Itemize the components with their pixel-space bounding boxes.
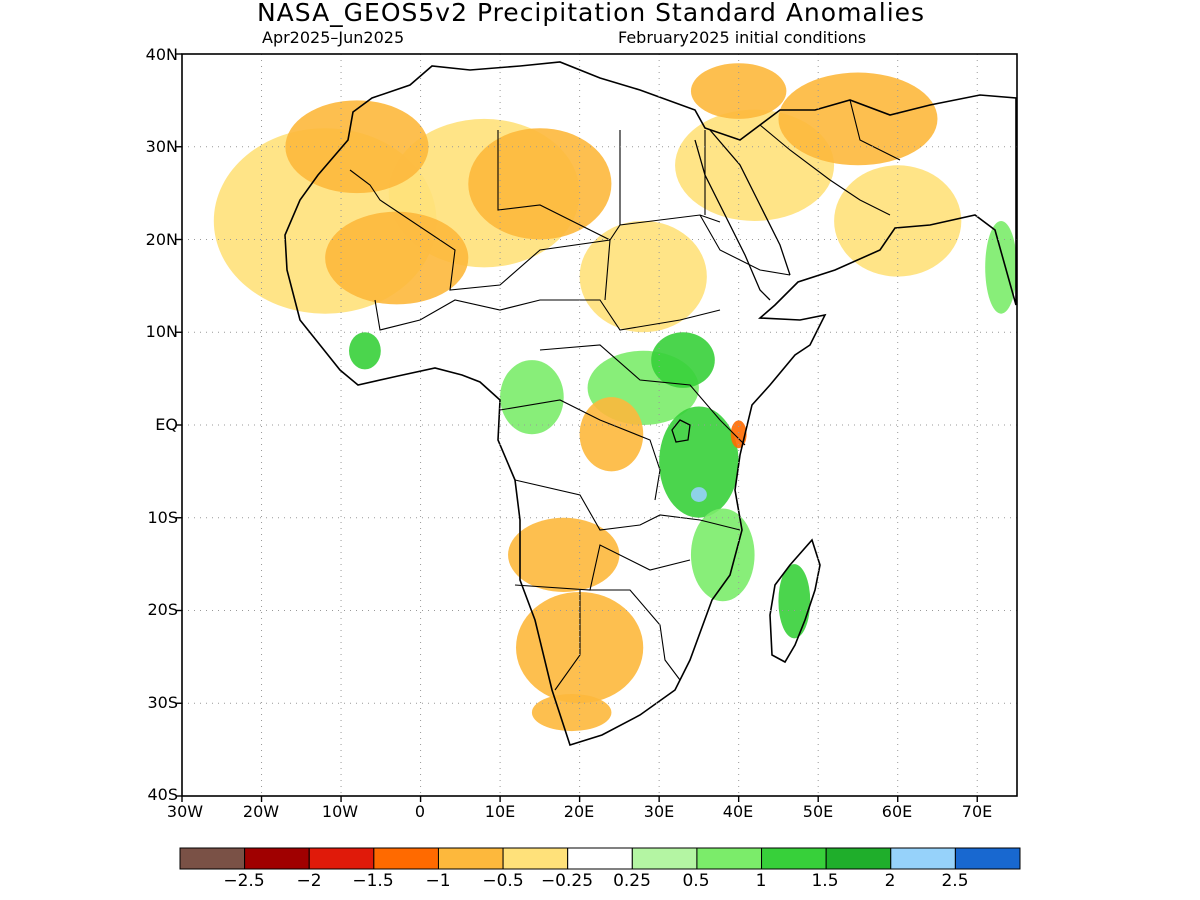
border-line [699, 130, 791, 276]
map-title: NASA_GEOS5v2 Precipitation Standard Anom… [256, 0, 926, 27]
anomaly-region [651, 332, 715, 388]
lat-label-10s: 10S [147, 508, 178, 527]
anomaly-region [690, 63, 787, 119]
colorbar-swatch [631, 847, 698, 870]
grid-lines [182, 54, 1017, 796]
colorbar-label: −0.25 [540, 871, 594, 891]
lat-label-40n: 40N [145, 45, 178, 64]
colorbar [179, 847, 1021, 870]
lon-label-20e: 20E [563, 802, 595, 821]
border-line [374, 299, 721, 331]
lat-label-eq: EQ [155, 415, 178, 434]
colorbar-label: 1.5 [811, 871, 839, 891]
anomaly-region [690, 487, 707, 502]
anomaly-region [508, 517, 620, 592]
lon-label-50e: 50E [802, 802, 834, 821]
madagascar-coastline [769, 538, 821, 664]
anomaly-shading [213, 63, 1017, 732]
colorbar-label: 0.5 [682, 871, 710, 891]
anomaly-region [500, 360, 564, 435]
colorbar-label: −0.5 [482, 871, 524, 891]
lat-label-20s: 20S [147, 600, 178, 619]
lon-label-40e: 40E [722, 802, 754, 821]
colorbar-swatch [373, 847, 439, 870]
lon-label-10e: 10E [484, 802, 516, 821]
lon-label-10w: 10W [321, 802, 359, 821]
colorbar-swatch [308, 847, 375, 870]
lat-label-30n: 30N [145, 137, 178, 156]
border-line [514, 544, 691, 591]
border-line [514, 479, 741, 531]
colorbar-swatch [437, 847, 504, 870]
colorbar-swatch [890, 847, 956, 870]
colorbar-swatch [567, 847, 633, 870]
colorbar-label: 0.25 [613, 871, 651, 891]
anomaly-region [778, 564, 811, 639]
anomaly-region [690, 508, 755, 602]
lake-victoria [671, 419, 691, 443]
anomaly-region [778, 72, 938, 166]
anomaly-region [579, 397, 644, 472]
lon-label-20w: 20W [242, 802, 280, 821]
colorbar-swatch [954, 847, 1021, 870]
anomaly-region [985, 220, 1017, 314]
colorbar-swatch [502, 847, 569, 870]
lat-label-40s: 40S [147, 785, 178, 804]
colorbar-swatch [244, 847, 310, 870]
anomaly-region [531, 693, 612, 732]
colorbar-label: −1 [425, 871, 451, 891]
anomaly-region [579, 220, 707, 333]
anomaly-region [325, 211, 469, 305]
colorbar-label: −2 [296, 871, 322, 891]
colorbar-label: −2.5 [223, 871, 265, 891]
africa-coastline [284, 61, 1017, 746]
lon-label-0: 0 [414, 802, 426, 821]
country-borders [349, 99, 901, 691]
initial-conditions: February2025 initial conditions [618, 28, 867, 47]
lon-label-60e: 60E [881, 802, 913, 821]
colorbar-swatch [696, 847, 763, 870]
colorbar-swatch [825, 847, 892, 870]
colorbar-label: 2 [884, 871, 896, 891]
colorbar-label: −1.5 [352, 871, 394, 891]
lon-label-30w: 30W [166, 802, 204, 821]
lat-label-30s: 30S [147, 693, 178, 712]
border-line [759, 99, 901, 216]
anomaly-region [659, 406, 739, 518]
land-outline [284, 61, 1017, 746]
border-line [349, 169, 721, 291]
colorbar-label: 2.5 [941, 871, 969, 891]
border-line [497, 130, 621, 301]
lon-label-70e: 70E [961, 802, 993, 821]
forecast-period: Apr2025–Jun2025 [262, 28, 405, 47]
colorbar-swatch [761, 847, 827, 870]
colorbar-label: 1 [755, 871, 767, 891]
anomaly-region [834, 165, 962, 277]
border-line [539, 344, 746, 446]
axis-ticks [176, 53, 978, 802]
anomaly-region [349, 332, 381, 370]
lat-label-10n: 10N [145, 322, 178, 341]
lat-label-20n: 20N [145, 230, 178, 249]
colorbar-swatch [179, 847, 246, 870]
red-sea-outline [694, 129, 791, 301]
lon-label-30e: 30E [643, 802, 675, 821]
anomaly-region [468, 128, 612, 240]
